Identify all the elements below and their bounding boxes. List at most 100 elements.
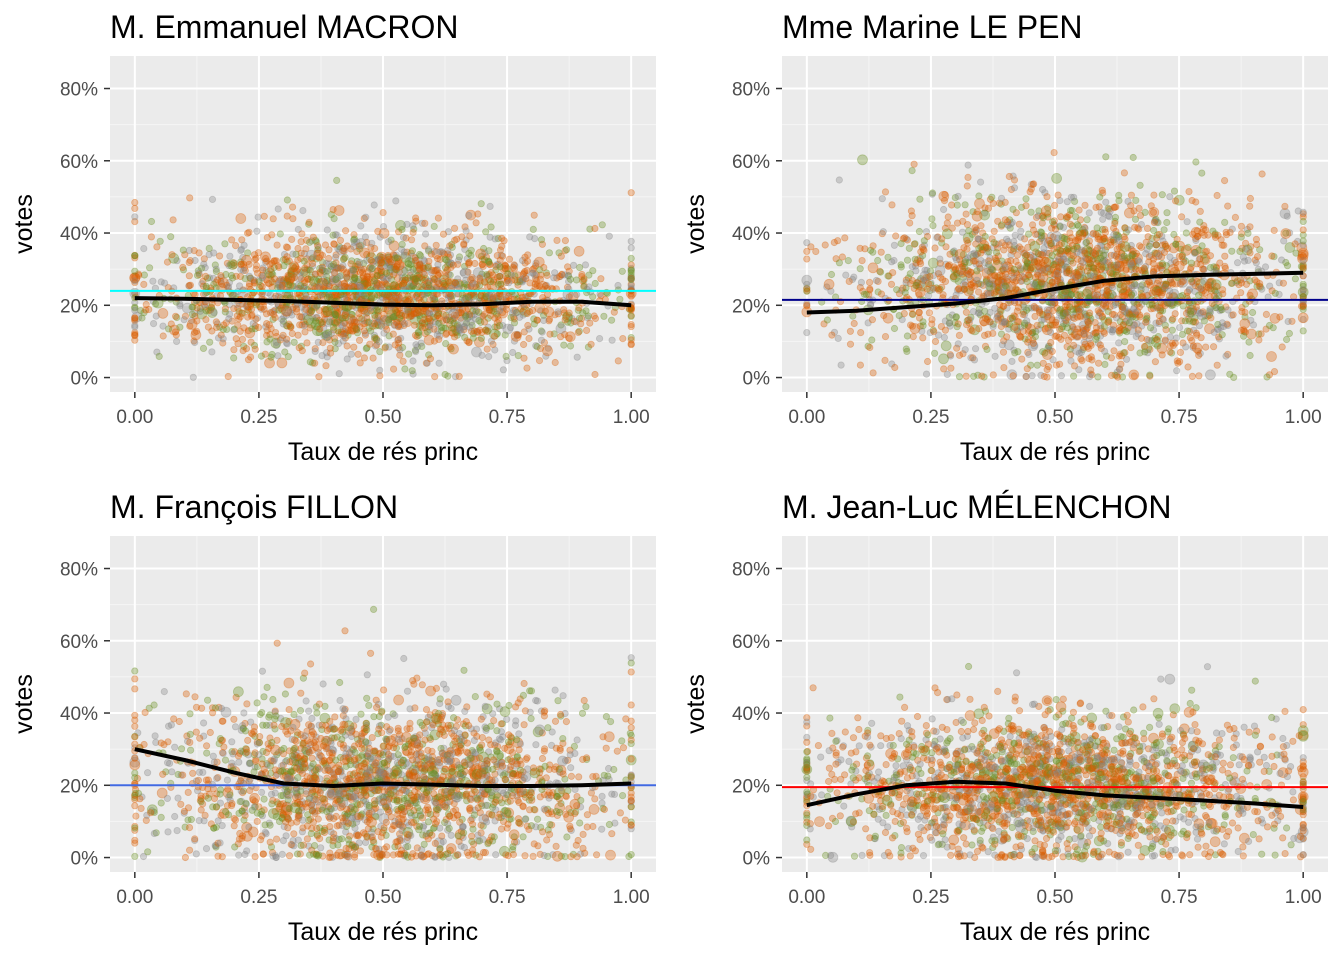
data-point [1299,286,1307,294]
data-point [131,204,139,212]
data-point [131,317,139,325]
data-point [159,322,167,330]
data-point [538,328,546,336]
data-point [311,345,319,353]
data-point [961,346,969,354]
data-point [1102,198,1110,206]
x-tick-label: 0.00 [788,407,825,428]
data-point [1196,255,1204,263]
data-point [1026,253,1034,261]
data-point [551,269,559,277]
data-point [560,271,569,279]
data-point [230,346,238,354]
data-point [380,329,388,337]
data-point [193,327,201,335]
data-point [1067,206,1075,215]
data-point [1083,267,1092,275]
data-point [598,825,606,833]
data-point [877,248,885,256]
data-point [1154,303,1162,311]
data-point [361,275,369,284]
data-point [526,279,534,287]
data-point [969,257,978,265]
data-point [1222,352,1230,360]
data-point [1115,352,1123,360]
data-point [866,285,874,293]
data-point [1200,317,1209,325]
data-point [575,263,584,272]
data-point [1279,208,1291,219]
data-point [616,295,624,303]
data-point [234,304,242,312]
data-point [1256,279,1264,288]
data-point [240,342,248,350]
data-point [1153,342,1162,350]
data-point [181,312,189,320]
data-point [944,262,952,270]
data-point [1023,277,1031,286]
data-point [1029,240,1041,252]
data-point [153,243,161,251]
data-point [190,329,202,341]
data-point [150,319,158,328]
data-point [191,338,199,347]
data-point [392,197,400,205]
data-point [238,335,247,343]
data-point [566,342,575,350]
data-point [541,307,549,315]
data-point [1237,222,1246,230]
data-point [286,322,294,330]
data-point [374,314,382,322]
data-point [1097,254,1105,262]
data-point [455,372,463,380]
data-point [208,195,217,203]
data-point [317,319,325,327]
data-point [508,309,517,317]
data-point [1194,232,1202,241]
data-point [1285,329,1294,338]
data-point [627,322,635,331]
data-point [477,318,485,326]
data-point [491,314,499,322]
data-point [360,327,368,335]
data-point [965,227,973,235]
data-point [1163,209,1171,217]
data-point [398,240,406,248]
data-point [1176,348,1185,356]
data-point [280,250,289,258]
data-point [1182,229,1190,237]
data-point [229,274,237,282]
data-point [924,280,933,288]
data-point [1017,233,1025,241]
data-point [524,292,532,301]
data-point [537,236,546,244]
y-tick-label: 40% [732,224,770,245]
x-axis-title: Taux de rés princ [960,438,1150,466]
data-point [479,262,487,270]
data-point [1145,242,1154,250]
data-point [598,221,606,229]
data-point [274,277,286,289]
data-point [953,219,962,227]
data-point [1056,360,1064,368]
data-point [435,359,443,367]
data-point [566,275,575,283]
data-point [1048,321,1056,329]
data-point [307,307,315,315]
data-point [1299,264,1307,272]
data-point [812,247,820,256]
data-point [868,336,876,344]
data-point [962,210,970,218]
data-point [963,237,971,245]
data-point [370,201,378,209]
data-point [327,262,335,270]
data-point [268,278,276,286]
data-point [556,272,564,281]
data-point [384,253,393,261]
data-point [433,265,442,274]
data-point [1132,196,1140,204]
data-point [614,357,622,365]
data-point [1294,207,1302,215]
data-point [1297,249,1309,261]
y-tick-label: 20% [732,296,770,317]
